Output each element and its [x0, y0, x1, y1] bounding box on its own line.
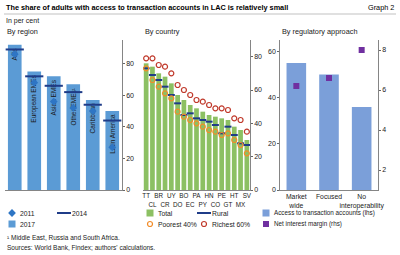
- svg-text:BO: BO: [179, 192, 188, 199]
- svg-text:Poorest 40%: Poorest 40%: [158, 221, 197, 228]
- svg-text:BR: BR: [154, 192, 163, 199]
- svg-text:SV: SV: [243, 192, 252, 199]
- svg-text:Graph 2: Graph 2: [368, 3, 394, 12]
- svg-text:Sources: World Bank, Findex; a: Sources: World Bank, Findex; authors' ca…: [7, 244, 155, 251]
- svg-text:Caribbean: Caribbean: [89, 103, 96, 133]
- svg-text:0: 0: [254, 186, 258, 193]
- svg-text:2: 2: [382, 166, 386, 173]
- svg-text:60: 60: [254, 86, 262, 93]
- svg-text:60: 60: [268, 48, 276, 55]
- svg-text:80: 80: [126, 60, 134, 67]
- svg-text:Focused: Focused: [316, 193, 342, 200]
- svg-text:6: 6: [382, 86, 386, 93]
- svg-text:2017: 2017: [20, 221, 35, 228]
- svg-text:20: 20: [268, 140, 276, 147]
- svg-text:TT: TT: [142, 192, 150, 199]
- svg-text:Marketwide: Marketwide: [286, 193, 307, 209]
- svg-text:HN: HN: [205, 192, 215, 199]
- svg-text:PE: PE: [217, 192, 225, 199]
- svg-text:By country: By country: [145, 27, 180, 36]
- svg-text:2011: 2011: [20, 210, 35, 217]
- svg-text:4: 4: [382, 126, 386, 133]
- svg-text:CO: CO: [211, 201, 221, 208]
- svg-text:Access to transaction accounts: Access to transaction accounts (lhs): [274, 209, 375, 217]
- svg-text:By region: By region: [7, 27, 38, 36]
- svg-text:0: 0: [272, 186, 276, 193]
- svg-text:40: 40: [254, 120, 262, 127]
- svg-text:EC: EC: [186, 201, 195, 208]
- svg-text:Rural: Rural: [212, 210, 229, 217]
- svg-text:PY: PY: [199, 201, 208, 208]
- svg-text:Latin America: Latin America: [109, 114, 116, 154]
- svg-text:CL: CL: [148, 201, 157, 208]
- svg-text:European EMEs: European EMEs: [30, 75, 38, 123]
- svg-text:UY: UY: [167, 192, 177, 199]
- svg-text:Net interest margin (rhs): Net interest margin (rhs): [274, 220, 342, 228]
- svg-text:By regulatory approach: By regulatory approach: [282, 27, 357, 36]
- svg-text:Richest 60%: Richest 60%: [212, 221, 250, 228]
- svg-text:DO: DO: [173, 201, 183, 208]
- svg-text:40: 40: [268, 94, 276, 101]
- svg-text:AEs: AEs: [11, 48, 18, 61]
- svg-text:HT: HT: [230, 192, 239, 199]
- svg-text:Total: Total: [158, 210, 173, 217]
- svg-text:0: 0: [126, 186, 130, 193]
- svg-text:60: 60: [126, 92, 134, 99]
- svg-text:In per cent: In per cent: [6, 17, 39, 25]
- svg-text:CR: CR: [160, 201, 170, 208]
- svg-text:PA: PA: [193, 192, 202, 199]
- svg-text:20: 20: [254, 153, 262, 160]
- svg-text:2014: 2014: [72, 210, 87, 217]
- svg-text:MX: MX: [236, 201, 246, 208]
- svg-text:Nointeroperability: Nointeroperability: [340, 193, 385, 210]
- svg-text:80: 80: [254, 53, 262, 60]
- svg-text:20: 20: [126, 155, 134, 162]
- svg-text:8: 8: [382, 46, 386, 53]
- svg-text:The share of adults with acces: The share of adults with access to trans…: [6, 3, 288, 12]
- svg-text:Asian EMEs: Asian EMEs: [50, 79, 57, 115]
- svg-text:40: 40: [126, 123, 134, 130]
- svg-text:¹ Middle East, Russia and Sout: ¹ Middle East, Russia and South Africa.: [7, 234, 120, 241]
- svg-text:Other EMEs¹: Other EMEs¹: [70, 87, 77, 125]
- svg-text:GT: GT: [224, 201, 233, 208]
